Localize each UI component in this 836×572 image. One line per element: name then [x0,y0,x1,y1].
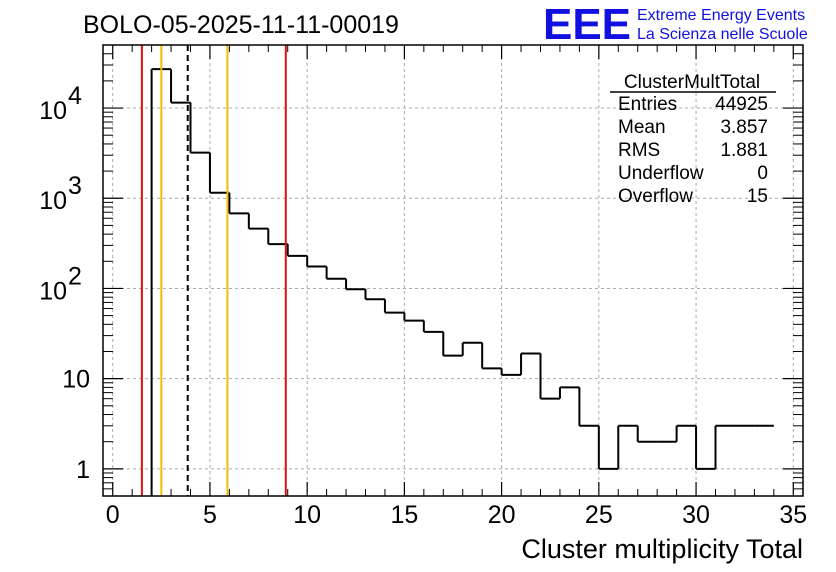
y-tick-label: 10 [39,187,67,215]
stats-box: ClusterMultTotal Entries 44925 Mean 3.857 RM… [610,72,776,207]
x-tick-label: 5 [203,501,217,529]
y-tick-label: 10 [62,366,90,394]
stats-title: ClusterMultTotal [624,72,760,93]
y-tick-exponent: 4 [68,82,82,110]
x-tick-label: 30 [682,501,710,529]
x-tick-label: 35 [779,501,807,529]
stats-label: RMS [618,140,660,161]
chart-title: BOLO-05-2025-11-11-00019 [83,11,399,39]
stats-label: Underflow [618,163,704,184]
logo-line-1: Extreme Energy Events [637,7,805,24]
y-tick-label: 10 [39,97,67,125]
stats-value: 44925 [715,94,768,115]
stats-value: 15 [747,186,768,207]
stats-value: 0 [757,163,768,184]
y-tick-exponent: 2 [68,262,82,290]
histogram-layer [150,68,774,496]
stats-label: Entries [618,94,677,115]
stats-label: Overflow [618,186,693,207]
stats-value: 3.857 [720,117,768,138]
x-tick-label: 10 [293,501,321,529]
plot-frame [102,44,804,497]
grid-layer [103,45,803,496]
y-tick-exponent: 3 [68,172,82,200]
x-tick-label: 0 [106,501,120,529]
marker-lines [140,45,287,496]
eee-logo: EEE Extreme Energy Events La Scienza nel… [543,0,808,49]
x-axis-label: Cluster multiplicity Total [521,534,803,564]
x-tick-label: 20 [488,501,516,529]
y-tick-label: 10 [39,277,67,305]
stats-label: Mean [618,117,666,138]
x-tick-label: 15 [390,501,418,529]
stats-value: 1.881 [720,140,768,161]
eee-logo-mark: EEE [543,0,631,49]
stats-rows: Entries 44925 Mean 3.857 RMS 1.881 Underflow 0 O… [618,94,768,207]
y-tick-label: 1 [76,456,90,484]
logo-line-2: La Scienza nelle Scuole [637,26,808,43]
x-tick-label: 25 [585,501,613,529]
